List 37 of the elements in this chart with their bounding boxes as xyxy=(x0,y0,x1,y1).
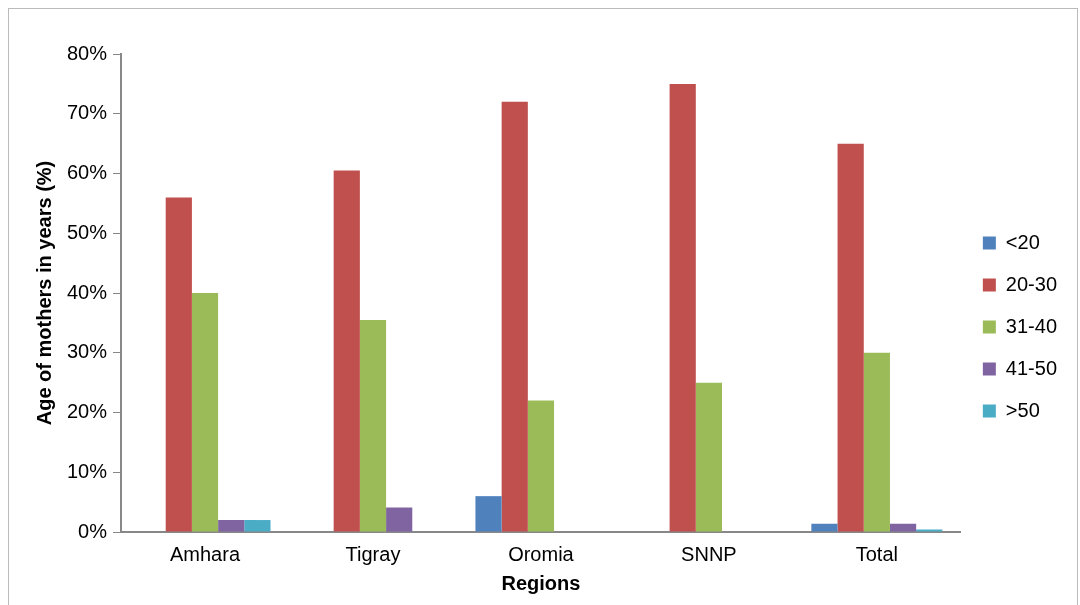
y-tick-label: 20% xyxy=(67,400,108,423)
x-axis-title: Regions xyxy=(501,571,581,594)
legend-label: 41-50 xyxy=(1005,356,1057,379)
x-tick-label: Amhara xyxy=(170,542,241,565)
bar xyxy=(527,400,555,532)
x-tick-label: SNNP xyxy=(681,542,737,565)
legend-label: 20-30 xyxy=(1005,272,1057,295)
y-tick-label: 60% xyxy=(67,161,108,184)
y-tick-label: 10% xyxy=(67,459,108,482)
bar xyxy=(889,523,917,532)
bar xyxy=(191,293,219,532)
bar xyxy=(359,319,387,532)
legend-label: >50 xyxy=(1005,398,1040,421)
bar xyxy=(333,170,360,532)
legend-label: 31-40 xyxy=(1005,314,1057,337)
y-tick-label: 40% xyxy=(67,280,108,303)
bar xyxy=(811,523,838,532)
bar xyxy=(475,496,502,532)
x-tick-label: Oromia xyxy=(508,542,575,565)
y-tick-label: 70% xyxy=(67,101,108,124)
bar xyxy=(837,143,864,532)
y-tick-label: 0% xyxy=(78,519,108,542)
bar xyxy=(669,83,696,532)
y-tick-label: 80% xyxy=(67,41,108,64)
bar xyxy=(386,507,413,532)
y-tick-label: 30% xyxy=(67,340,108,363)
bar xyxy=(501,101,528,532)
x-tick-label: Total xyxy=(855,542,898,565)
bar xyxy=(165,197,192,532)
bar xyxy=(244,520,271,532)
y-axis-title: Age of mothers in years (%) xyxy=(32,160,55,426)
legend-label: <20 xyxy=(1005,230,1040,253)
x-tick-label: Tigray xyxy=(345,542,401,565)
bar xyxy=(695,382,722,532)
y-tick-label: 50% xyxy=(67,220,108,243)
bar xyxy=(863,352,890,532)
bar xyxy=(218,520,245,532)
